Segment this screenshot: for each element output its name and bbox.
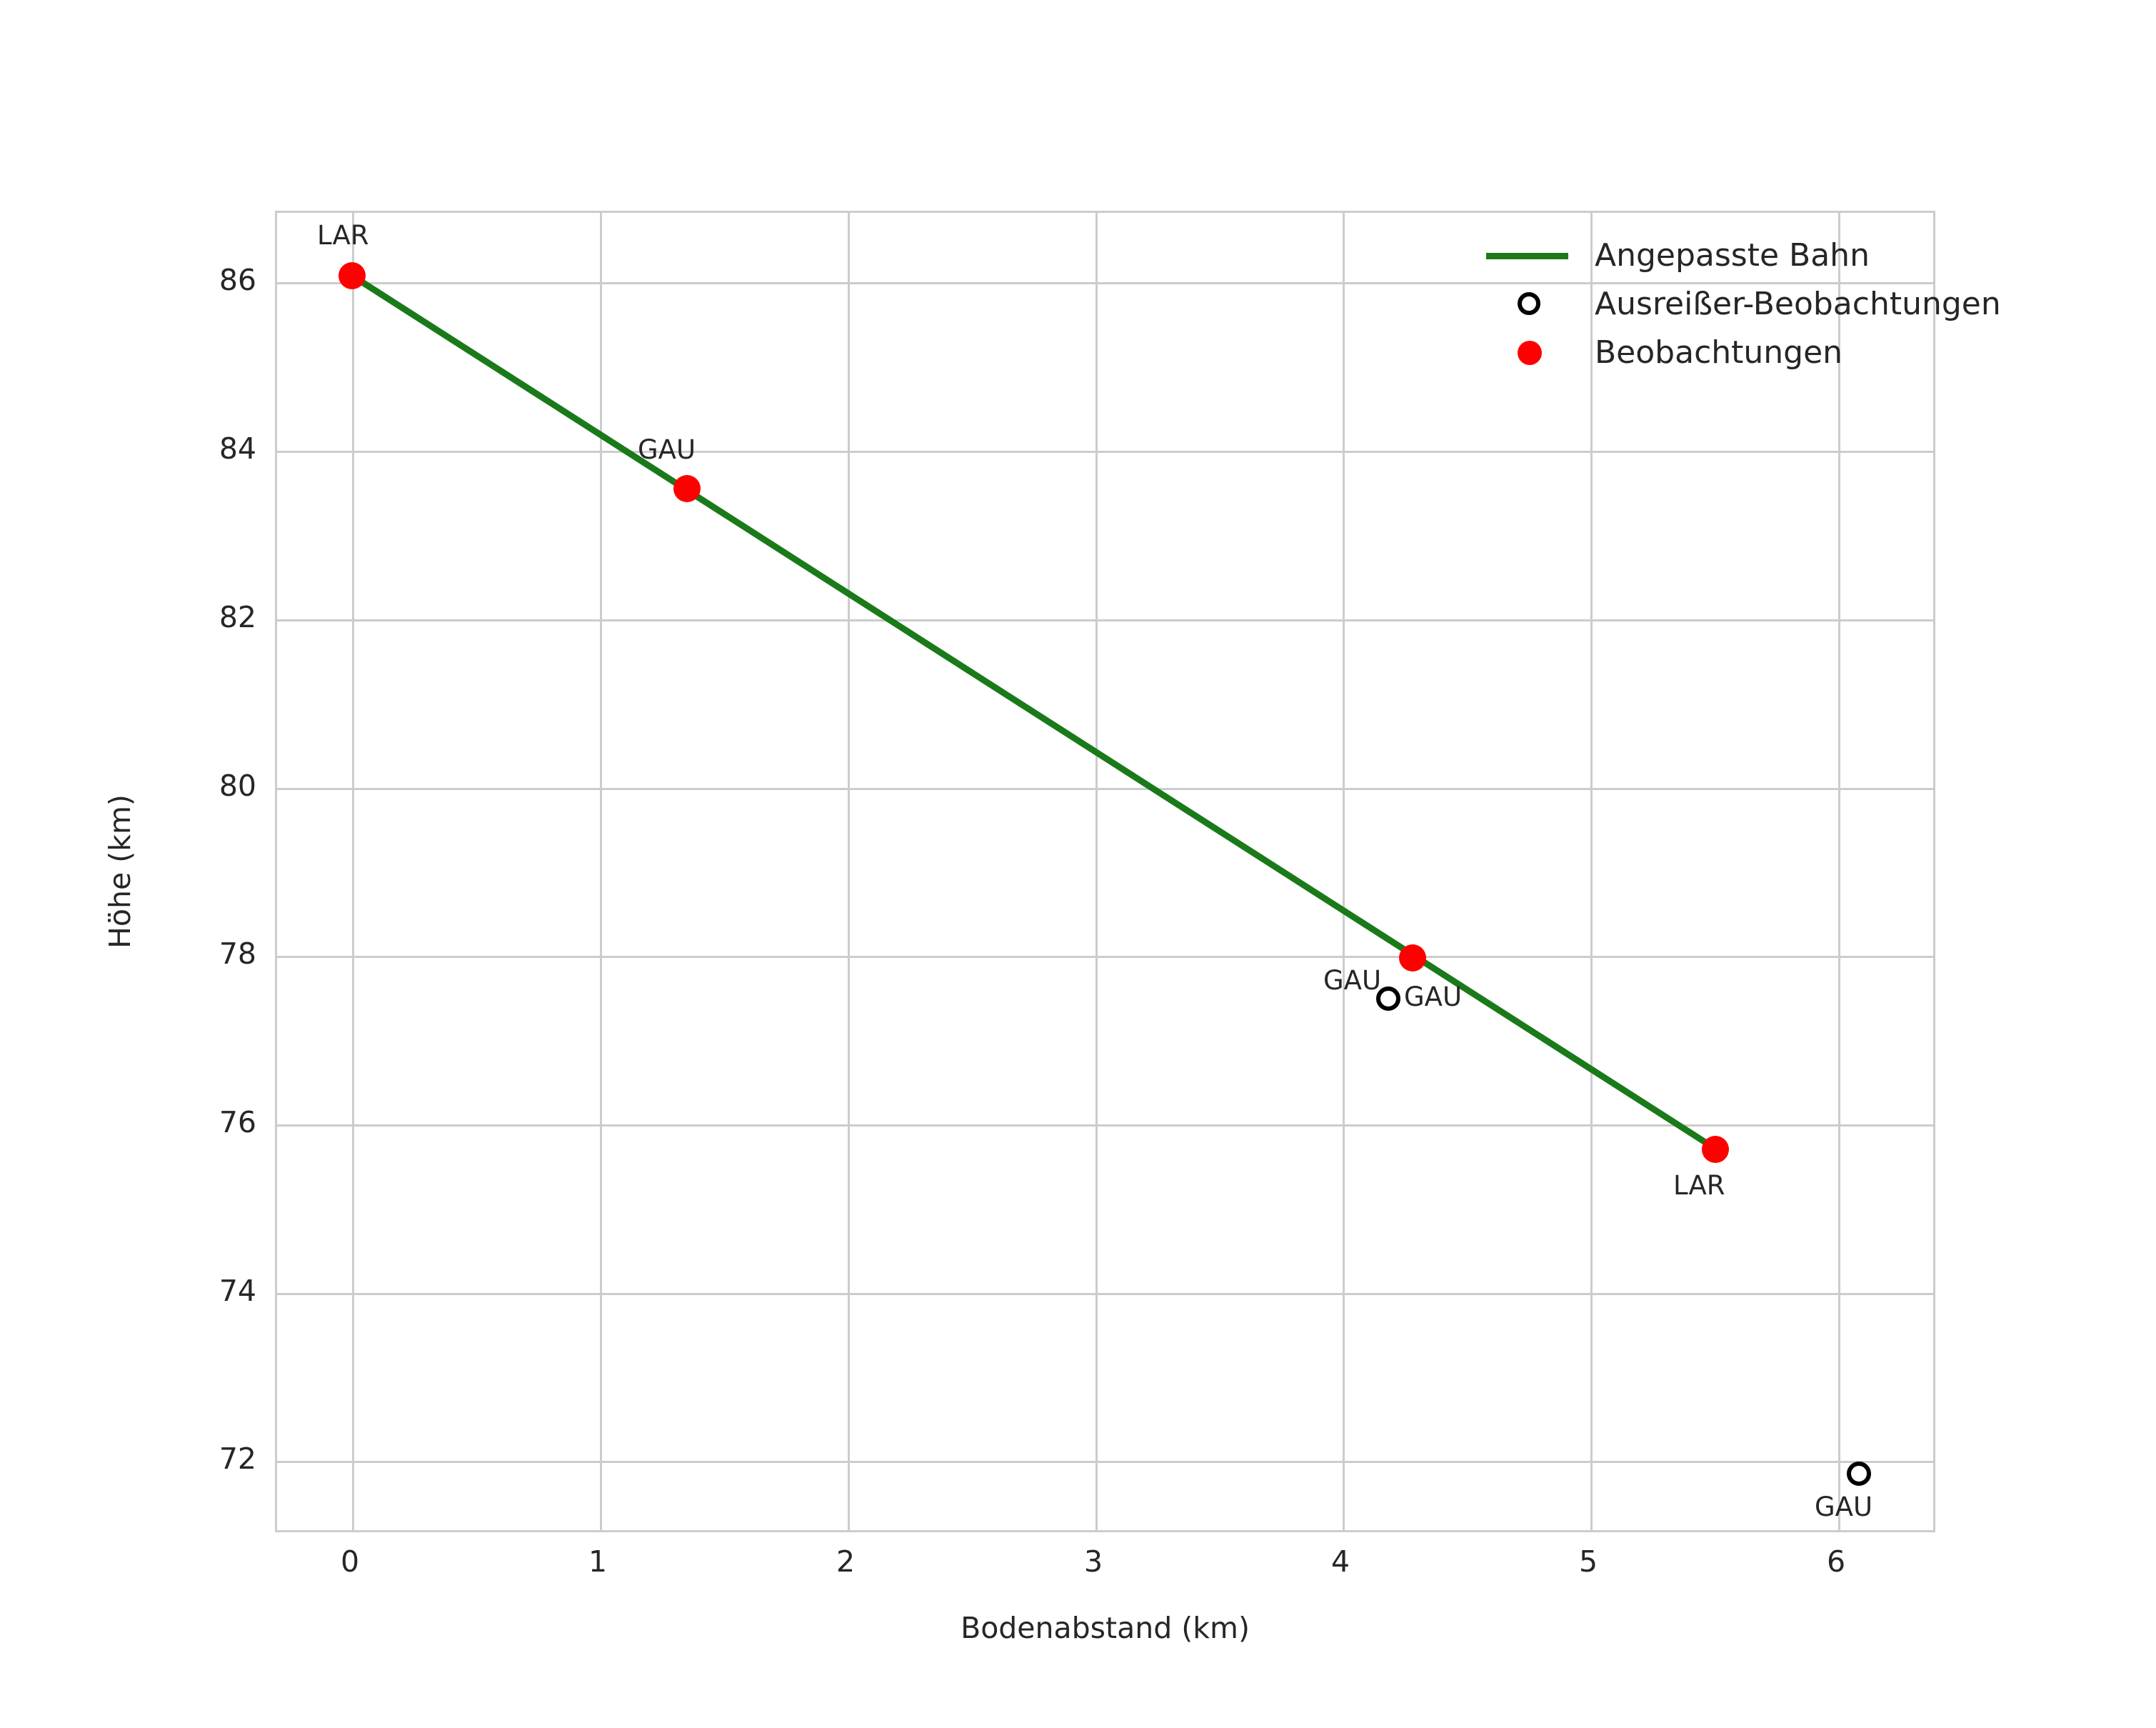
y-tick-76: 76 [219,1105,256,1139]
gridline-y-86 [277,282,1933,284]
observation-point[interactable] [1702,1136,1729,1163]
observation-point[interactable] [1399,944,1426,972]
y-tick-80: 80 [219,769,256,803]
x-tick-0: 0 [340,1544,360,1579]
x-tick-6: 6 [1826,1544,1846,1579]
y-tick-84: 84 [219,431,256,466]
legend-item-label: Angepasste Bahn [1595,237,1870,274]
grid-layer [277,213,1933,1530]
x-tick-3: 3 [1083,1544,1103,1579]
point-annotation-lar-bottom: LAR [1673,1170,1725,1201]
open-circle-icon [1518,292,1540,315]
legend-line-icon [1486,253,1568,259]
gridline-x-5 [1590,213,1593,1530]
y-tick-74: 74 [219,1274,256,1308]
filled-circle-icon [1518,341,1542,365]
point-annotation-gau-outlier-mid: GAU [1404,982,1463,1012]
x-tick-5: 5 [1578,1544,1598,1579]
gridline-x-3 [1095,213,1098,1530]
outlier-point[interactable] [1376,987,1400,1011]
observation-point[interactable] [339,262,366,289]
x-tick-4: 4 [1330,1544,1350,1579]
gridline-x-0 [352,213,354,1530]
gridline-x-6 [1838,213,1840,1530]
gridline-y-82 [277,619,1933,621]
fitted-trajectory-line [349,272,1715,1150]
gridline-y-74 [277,1293,1933,1295]
point-annotation-gau-upper: GAU [638,434,696,465]
y-axis-label: Höhe (km) [103,794,137,949]
plot-area: LAR GAU GAU GAU LAR GAU Angepasste Bahn [275,211,2001,1532]
gridline-y-72 [277,1461,1933,1463]
outlier-point[interactable] [1847,1462,1871,1486]
gridline-x-1 [600,213,602,1530]
point-annotation-lar-top: LAR [317,220,369,251]
x-tick-1: 1 [588,1544,608,1579]
legend-item-label: Beobachtungen [1595,334,1843,371]
y-tick-78: 78 [219,937,256,971]
gridline-y-80 [277,788,1933,790]
observation-point[interactable] [673,475,701,502]
gridline-y-78 [277,956,1933,958]
point-annotation-gau-outlier-bottom: GAU [1815,1492,1873,1522]
gridline-y-84 [277,451,1933,453]
data-points-layer: LAR GAU GAU GAU LAR GAU [277,213,1933,1530]
point-annotation-gau-mid: GAU [1323,965,1382,996]
fitted-trajectory-layer [349,272,1715,1150]
gridline-x-4 [1343,213,1345,1530]
x-axis-label: Bodenabstand (km) [961,1611,1250,1645]
legend-item-label: Ausreißer-Beobachtungen [1595,286,2001,322]
y-tick-82: 82 [219,600,256,634]
legend: Angepasste Bahn Ausreißer-Beobachtungen … [277,213,2001,1530]
y-tick-86: 86 [219,263,256,297]
y-tick-72: 72 [219,1442,256,1476]
x-tick-2: 2 [836,1544,856,1579]
gridline-x-2 [848,213,850,1530]
gridline-y-76 [277,1124,1933,1127]
